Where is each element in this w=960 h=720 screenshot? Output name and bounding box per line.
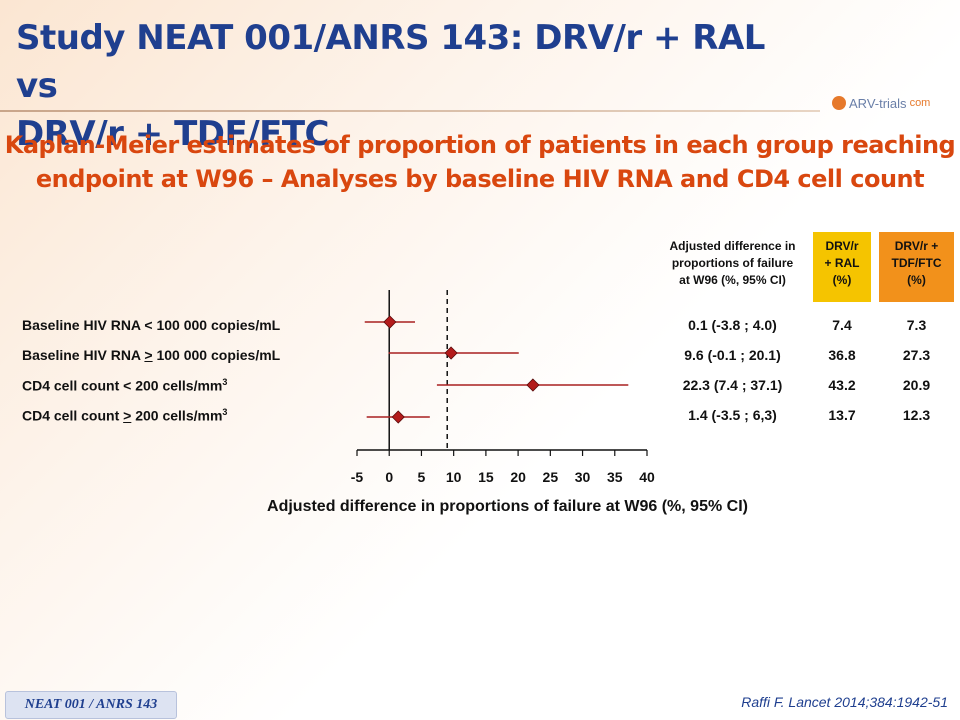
arv-trials-logo: ARV-trials com	[832, 92, 930, 114]
cell-diff: 22.3 (7.4 ; 37.1)	[682, 377, 783, 393]
header-diff-line-1: Adjusted difference in	[669, 239, 796, 253]
row-label-text: CD4 cell count < 200 cells/mm	[22, 377, 223, 394]
header-tdf-line-2: TDF/FTC	[891, 256, 942, 270]
row-label-text-post: 100 000 copies/mL	[152, 347, 281, 363]
title-divider	[0, 110, 820, 112]
citation: Raffi F. Lancet 2014;384:1942-51	[741, 694, 948, 710]
point-estimate	[526, 378, 540, 392]
logo-suffix: com	[909, 97, 931, 109]
cell-diff: 9.6 (-0.1 ; 20.1)	[684, 347, 781, 363]
row-label-text-post: 200 cells/mm	[131, 407, 223, 424]
row-label-cd4-low: CD4 cell count < 200 cells/mm3	[22, 377, 227, 394]
row-label-hiv-low: Baseline HIV RNA < 100 000 copies/mL	[22, 317, 280, 333]
logo-brand: ARV-trials	[849, 95, 907, 111]
cell-tdf: 20.9	[902, 377, 931, 393]
slide-title: Study NEAT 001/ANRS 143: DRV/r + RAL vs …	[16, 14, 816, 158]
point-estimate	[383, 315, 397, 329]
header-diff-line-2: proportions of failure	[671, 256, 794, 270]
cell-ral: 36.8	[828, 347, 856, 363]
study-tag: NEAT 001 / ANRS 143	[5, 691, 177, 719]
x-tick-label: 15	[478, 469, 494, 485]
x-tick-label: 5	[418, 469, 426, 485]
point-estimate	[444, 346, 458, 360]
header-drv-tdf-ftc: DRV/r + TDF/FTC (%)	[879, 232, 954, 302]
title-line-2: DRV/r + TDF/FTC	[16, 114, 330, 154]
row-label-sup: 3	[222, 377, 228, 387]
x-tick-label: 10	[446, 469, 462, 485]
cell-ral: 13.7	[828, 407, 856, 423]
x-axis-label: Adjusted difference in proportions of fa…	[267, 498, 748, 515]
cell-ral: 7.4	[832, 317, 852, 333]
header-tdf-line-1: DRV/r +	[894, 239, 939, 253]
row-label-text: Baseline HIV RNA	[22, 347, 145, 363]
header-adjusted-difference: Adjusted difference in proportions of fa…	[650, 238, 815, 289]
slide-subtitle: Kaplan-Meier estimates of proportion of …	[0, 128, 960, 196]
header-diff-line-3: at W96 (%, 95% CI)	[679, 273, 786, 287]
x-tick-label: 30	[575, 469, 591, 485]
header-ral-line-2: + RAL	[824, 256, 860, 270]
x-tick-label: 20	[510, 469, 526, 485]
cell-tdf: 27.3	[902, 347, 931, 363]
header-ral-line-1: DRV/r	[825, 239, 859, 253]
x-tick-label: -5	[351, 469, 364, 485]
row-label-geq: >	[144, 347, 153, 363]
row-label-text: CD4 cell count	[22, 407, 124, 424]
cell-tdf: 12.3	[902, 407, 931, 423]
x-tick-label: 25	[543, 469, 559, 485]
x-tick-label: 35	[607, 469, 623, 485]
cell-ral: 43.2	[828, 377, 856, 393]
row-label-cd4-high: CD4 cell count > 200 cells/mm3	[22, 407, 227, 424]
row-label-sup: 3	[222, 407, 228, 417]
logo-icon	[832, 96, 846, 110]
x-tick-label: 0	[385, 469, 393, 485]
cell-tdf: 7.3	[906, 317, 927, 333]
title-line-1: Study NEAT 001/ANRS 143: DRV/r + RAL vs	[16, 18, 765, 106]
cell-diff: 0.1 (-3.8 ; 4.0)	[688, 317, 777, 333]
cell-diff: 1.4 (-3.5 ; 6,3)	[688, 407, 777, 423]
row-label-text: Baseline HIV RNA < 100 000 copies/mL	[22, 317, 281, 333]
row-label-hiv-high: Baseline HIV RNA > 100 000 copies/mL	[22, 347, 280, 363]
point-estimate	[391, 410, 405, 424]
subtitle-line-2: endpoint at W96 – Analyses by baseline H…	[35, 165, 925, 193]
x-tick-label: 40	[639, 469, 655, 485]
header-ral-line-3: (%)	[832, 273, 852, 287]
header-tdf-line-3: (%)	[907, 273, 926, 287]
subtitle-line-1: Kaplan-Meier estimates of proportion of …	[4, 131, 956, 159]
header-drv-ral: DRV/r + RAL (%)	[813, 232, 871, 302]
row-label-geq: >	[123, 407, 132, 424]
